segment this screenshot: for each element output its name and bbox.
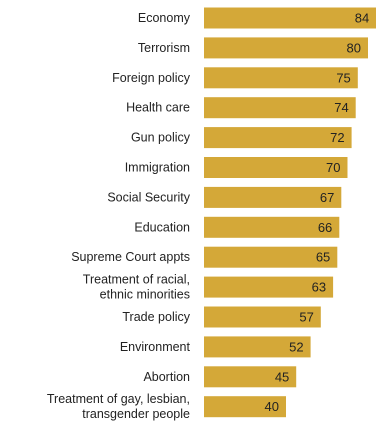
data-label: 67 bbox=[320, 190, 334, 205]
data-label: 65 bbox=[316, 250, 330, 265]
bar bbox=[204, 186, 342, 208]
bar bbox=[204, 366, 297, 388]
data-label: 40 bbox=[265, 399, 279, 414]
category-label: Treatment of gay, lesbian, bbox=[47, 392, 190, 406]
data-label: 57 bbox=[299, 310, 313, 325]
bar bbox=[204, 127, 352, 149]
category-label: Social Security bbox=[107, 190, 190, 204]
category-labels: Economy Terrorism Foreign policy Health car… bbox=[47, 11, 191, 421]
category-label: Economy bbox=[138, 11, 191, 25]
bar bbox=[204, 216, 340, 238]
category-label: Health care bbox=[126, 101, 190, 115]
data-label: 63 bbox=[312, 280, 326, 295]
data-label: 45 bbox=[275, 369, 289, 384]
bars bbox=[204, 7, 376, 418]
bar bbox=[204, 7, 376, 29]
category-label: Gun policy bbox=[131, 131, 191, 145]
bar bbox=[204, 37, 368, 59]
bar bbox=[204, 97, 356, 119]
bar bbox=[204, 276, 334, 298]
category-label: Immigration bbox=[125, 161, 190, 175]
data-label: 66 bbox=[318, 220, 332, 235]
category-label: Education bbox=[134, 220, 190, 234]
bar bbox=[204, 306, 321, 328]
bar bbox=[204, 396, 286, 418]
bar bbox=[204, 67, 358, 89]
bar bbox=[204, 336, 311, 358]
category-label: Treatment of racial, bbox=[83, 273, 190, 287]
data-label: 84 bbox=[355, 11, 369, 26]
bar bbox=[204, 157, 348, 178]
data-label: 80 bbox=[347, 40, 361, 55]
data-label: 52 bbox=[289, 339, 303, 354]
category-label: Supreme Court appts bbox=[71, 250, 190, 264]
bar bbox=[204, 246, 338, 268]
data-label: 74 bbox=[334, 100, 348, 115]
category-label: transgender people bbox=[82, 407, 190, 421]
category-label: ethnic minorities bbox=[100, 288, 190, 302]
data-label: 72 bbox=[330, 130, 344, 145]
category-label: Trade policy bbox=[122, 310, 190, 324]
category-label: Abortion bbox=[143, 370, 190, 384]
category-label: Foreign policy bbox=[112, 71, 191, 85]
category-label: Terrorism bbox=[138, 41, 190, 55]
data-label: 75 bbox=[336, 70, 350, 85]
data-label: 70 bbox=[326, 160, 340, 175]
category-label: Environment bbox=[120, 340, 191, 354]
